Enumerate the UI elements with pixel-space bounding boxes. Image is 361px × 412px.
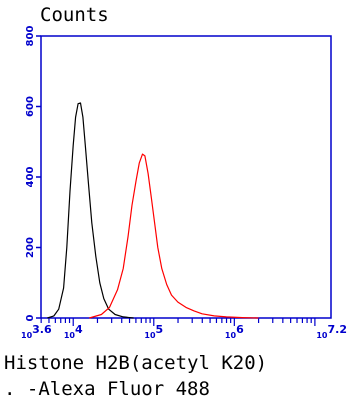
series-line-1: [47, 102, 134, 319]
x-tick-exp: 5: [156, 323, 164, 336]
x-tick-exp: 6: [236, 323, 244, 336]
y-axis-label: Counts: [40, 4, 109, 26]
y-axis-ticks: 0 200 400 600 800: [25, 26, 41, 321]
x-tick-base: 10: [225, 331, 237, 340]
y-tick-label: 600: [25, 96, 36, 117]
x-tick-base: 10: [316, 331, 328, 340]
x-tick-exp: 4: [75, 323, 83, 336]
y-tick-label: 200: [25, 237, 36, 258]
y-tick-label: 0: [25, 314, 36, 321]
x-tick-label: 104: [64, 323, 83, 340]
x-tick-base: 10: [64, 331, 76, 340]
series-layer: [47, 102, 259, 319]
x-tick-base: 10: [144, 331, 156, 340]
x-tick-label: 106: [225, 323, 244, 340]
x-tick-label: 103.6: [21, 323, 52, 340]
y-tick-label: 800: [25, 26, 36, 47]
x-tick-base: 10: [21, 331, 33, 340]
x-tick-label: 107.2: [316, 323, 347, 340]
x-axis-ticks: 103.6 104 105 106 107.2: [21, 318, 347, 340]
y-tick-label: 400: [25, 167, 36, 188]
x-axis-label: Histone H2B(acetyl K20): [4, 352, 268, 374]
x-tick-exp: 3.6: [32, 323, 52, 336]
plot-frame: [40, 35, 332, 319]
x-tick-label: 105: [144, 323, 163, 340]
x-axis-label-line2: . -Alexa Fluor 488: [4, 378, 210, 400]
x-tick-exp: 7.2: [328, 323, 348, 336]
series-line-2: [89, 153, 259, 319]
